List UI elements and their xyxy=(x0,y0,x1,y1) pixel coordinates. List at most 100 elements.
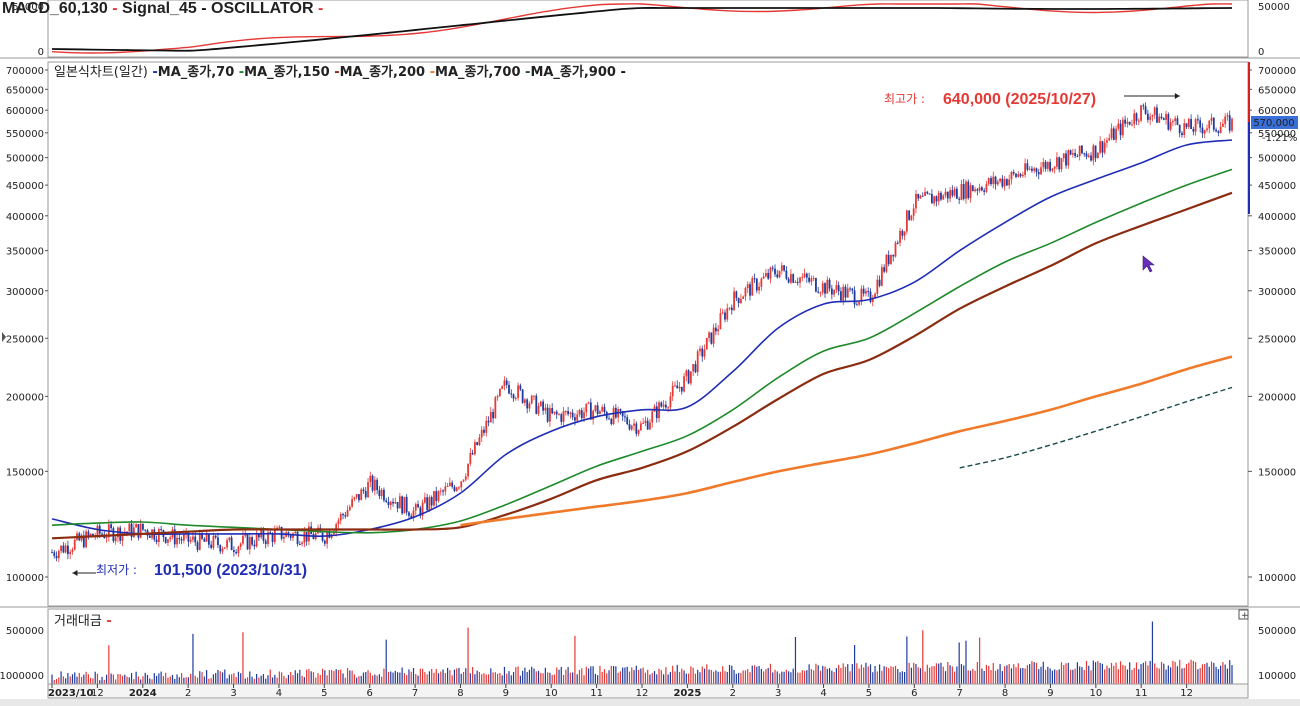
candle-body xyxy=(351,498,354,507)
volume-bar xyxy=(301,675,303,684)
volume-bar xyxy=(515,667,517,684)
candle-body xyxy=(903,231,906,236)
candle-body xyxy=(1206,128,1208,131)
volume-bar xyxy=(878,664,881,684)
candle-body xyxy=(626,417,629,424)
candle-body xyxy=(451,482,454,487)
candle-body xyxy=(978,187,981,191)
candle-body xyxy=(826,279,829,294)
candle-body xyxy=(214,535,217,538)
candle-body xyxy=(583,412,585,419)
volume-bar xyxy=(126,676,128,684)
volume-bar xyxy=(1060,662,1063,684)
volume-bar xyxy=(1188,662,1190,684)
volume-bar xyxy=(585,666,587,684)
candle-body xyxy=(553,411,556,414)
legend-dash: - xyxy=(234,65,244,80)
volume-bar xyxy=(724,671,726,684)
candle-body xyxy=(869,291,872,302)
volume-bar xyxy=(1035,662,1038,684)
volume-bar xyxy=(1140,664,1142,684)
candle-body xyxy=(1078,145,1081,157)
price-right-tick-label: 100000 xyxy=(1258,573,1296,584)
candle-body xyxy=(1074,153,1077,157)
candle-body xyxy=(1008,179,1011,186)
candle-body xyxy=(478,437,481,445)
candle-body xyxy=(496,396,499,398)
candle-body xyxy=(608,418,610,420)
volume-bar xyxy=(606,673,608,684)
candle-body xyxy=(1162,118,1165,120)
volume-bar xyxy=(96,673,99,684)
candle-body xyxy=(728,307,731,309)
candle-body xyxy=(121,532,124,541)
candle-body xyxy=(555,411,558,415)
candle-body xyxy=(342,514,344,516)
candle-body xyxy=(983,190,986,192)
candle-body xyxy=(348,506,351,511)
volume-bar xyxy=(58,677,60,684)
volume-bar xyxy=(78,672,80,684)
candle-body xyxy=(439,490,442,492)
volume-bar xyxy=(133,679,135,684)
volume-bar xyxy=(628,671,631,684)
candle-body xyxy=(769,267,772,279)
high-label: 최고가 : xyxy=(884,92,925,106)
volume-bar xyxy=(1170,667,1172,684)
candle-body xyxy=(1024,163,1027,175)
volume-bar xyxy=(1190,659,1192,684)
candle-body xyxy=(1181,132,1183,136)
volume-bar xyxy=(1051,670,1053,684)
candle-body xyxy=(746,284,749,289)
candle-body xyxy=(130,523,133,537)
volume-bar xyxy=(306,669,308,684)
ma-line-MA_종가,700 xyxy=(460,355,1233,527)
volume-bar xyxy=(863,667,865,684)
volume-bar xyxy=(85,671,87,684)
volume-bar xyxy=(1017,663,1019,684)
candle-body xyxy=(696,351,699,373)
volume-bar xyxy=(540,672,542,684)
candle-body xyxy=(912,208,915,216)
candle-body xyxy=(485,420,488,433)
x-axis-strip xyxy=(47,683,1249,699)
candle-body xyxy=(921,195,924,197)
candle-body xyxy=(160,529,163,531)
candle-body xyxy=(580,410,583,419)
volume-bar xyxy=(1167,665,1169,684)
candle-body xyxy=(335,523,338,533)
candle-body xyxy=(360,489,363,501)
volume-bar xyxy=(1008,664,1010,684)
volume-bar xyxy=(399,672,401,684)
volume-bar xyxy=(876,671,878,684)
candle-body xyxy=(960,184,963,200)
volume-bar xyxy=(1208,666,1210,684)
candle-body xyxy=(235,551,238,554)
candle-body xyxy=(1128,121,1131,125)
volume-bar xyxy=(467,627,469,684)
candle-body xyxy=(985,184,988,192)
volume-bar xyxy=(1083,669,1085,684)
candle-body xyxy=(380,489,383,497)
candle-body xyxy=(621,411,624,417)
candle-body xyxy=(810,278,813,282)
candle-body xyxy=(1026,163,1029,170)
candle-body xyxy=(953,188,956,196)
candle-body xyxy=(423,497,426,503)
volume-bar xyxy=(108,645,110,684)
volume-bar xyxy=(251,676,253,684)
candle-body xyxy=(1021,174,1024,177)
candle-body xyxy=(1019,174,1022,177)
candle-body xyxy=(508,384,510,394)
x-tick-label: 11 xyxy=(590,688,603,699)
price-left-tick-label: 250000 xyxy=(6,334,44,345)
volume-bar xyxy=(576,674,578,684)
volume-bar xyxy=(160,671,162,684)
volume-bar xyxy=(783,671,785,684)
candle-body xyxy=(819,292,822,294)
candle-body xyxy=(610,418,613,425)
expand-panel-button[interactable] xyxy=(1238,609,1249,620)
collapse-arrow-icon[interactable] xyxy=(2,332,6,342)
volume-bar xyxy=(1069,669,1072,684)
candle-body xyxy=(535,395,538,414)
